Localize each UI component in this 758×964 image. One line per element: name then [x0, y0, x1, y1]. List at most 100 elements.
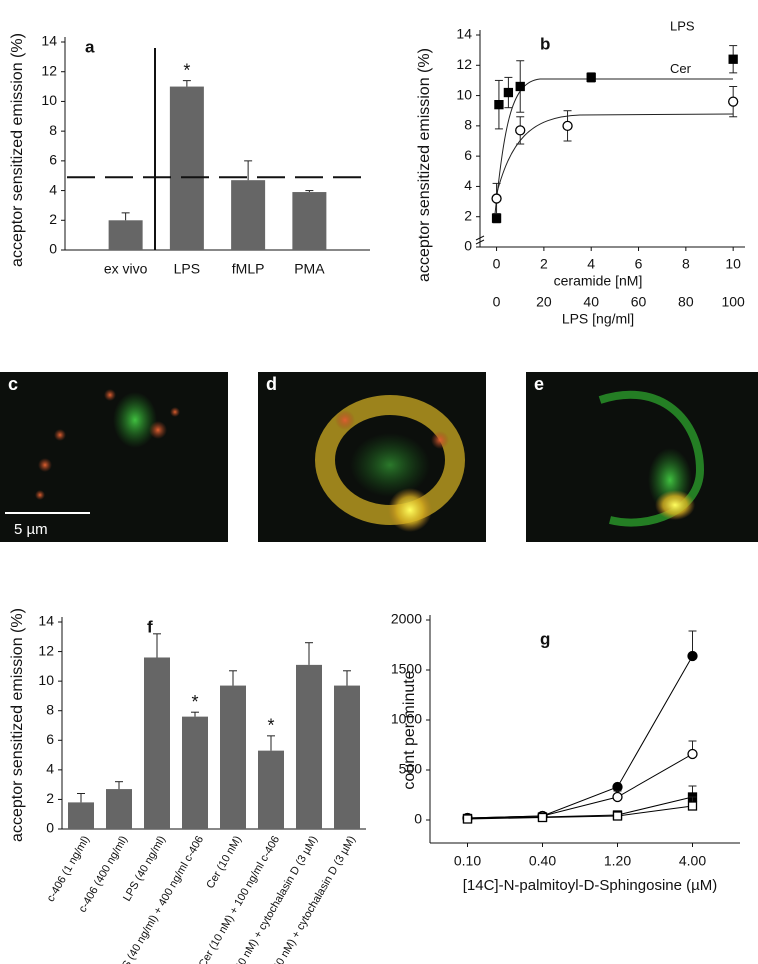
blob	[35, 490, 45, 500]
panel-label: f	[147, 617, 153, 636]
x-tick-label: 10	[725, 256, 741, 272]
series-line	[467, 655, 693, 819]
y-axis-label: count per minute	[401, 670, 418, 789]
marker	[687, 650, 698, 662]
y-tick-label: 4	[46, 761, 54, 777]
marker	[537, 812, 548, 823]
x2-tick-label: 0	[493, 294, 501, 310]
blob	[431, 431, 449, 449]
blob	[38, 458, 52, 472]
y-tick-label: 8	[49, 122, 57, 138]
x2-tick-label: 40	[583, 294, 599, 310]
marker	[515, 81, 525, 92]
blob	[149, 421, 167, 439]
y-tick-label: 2	[49, 211, 57, 227]
bar	[68, 802, 94, 829]
marker	[728, 96, 739, 107]
x2-axis-label: LPS [ng/ml]	[562, 311, 634, 327]
x-tick-label: LPS	[174, 261, 200, 277]
x2-tick-label: 80	[678, 294, 694, 310]
x-tick-label: ex vivo	[104, 261, 148, 277]
image-bg	[526, 372, 758, 542]
x-tick-label: 4	[587, 256, 595, 272]
x-tick-label: fMLP	[232, 261, 265, 277]
blob	[104, 389, 116, 401]
marker	[515, 125, 526, 136]
bar	[106, 789, 132, 829]
ring	[598, 390, 705, 527]
blob	[388, 488, 432, 532]
y-tick-label: 14	[41, 33, 57, 49]
x-tick-label: 1.20	[604, 853, 631, 869]
image-label: e	[534, 374, 544, 394]
y-tick-label: 1500	[391, 661, 422, 677]
blob	[350, 433, 430, 497]
y-tick-label: 4	[464, 177, 472, 193]
panel-label: a	[85, 37, 95, 56]
series-line	[467, 753, 693, 819]
x-tick-label: 0.40	[529, 853, 556, 869]
image-label: d	[266, 374, 277, 394]
fit-curve	[494, 78, 733, 215]
bar	[108, 220, 143, 250]
y-tick-label: 8	[464, 117, 472, 133]
image-label: c	[8, 374, 18, 394]
y-tick-label: 6	[464, 147, 472, 163]
blob	[335, 410, 355, 430]
bar	[296, 664, 322, 829]
annotation: *	[191, 692, 198, 712]
marker	[562, 120, 573, 132]
y-tick-label: 10	[38, 672, 54, 688]
y-tick-label: 1000	[391, 711, 422, 727]
x-tick-label: 2	[540, 256, 548, 272]
annotation: *	[267, 716, 274, 736]
x-tick-label: 6	[635, 256, 643, 272]
micrograph-d: d	[258, 372, 486, 542]
marker	[612, 781, 623, 793]
blob	[170, 407, 180, 417]
y-tick-label: 6	[49, 152, 57, 168]
y-tick-label: 0	[464, 238, 472, 254]
marker	[503, 87, 514, 98]
y-tick-label: 0	[49, 241, 57, 257]
y-tick-label: 10	[456, 86, 472, 102]
bar	[292, 192, 327, 250]
micrograph-c: 5 µm c	[0, 372, 228, 542]
bar	[334, 685, 360, 829]
y-tick-label: 2	[46, 790, 54, 806]
y-tick-label: 2000	[391, 611, 422, 627]
y-tick-label: 10	[41, 92, 57, 108]
marker	[612, 811, 623, 821]
marker	[728, 54, 738, 64]
y-tick-label: 14	[456, 26, 472, 42]
scale-bar-label: 5 µm	[14, 521, 48, 538]
y-tick-label: 2	[464, 207, 472, 223]
x-axis-label: ceramide [nM]	[554, 273, 643, 289]
marker	[491, 193, 502, 204]
bar	[169, 86, 204, 250]
fit-curve	[494, 113, 734, 201]
marker	[687, 801, 698, 811]
y-tick-label: 500	[399, 761, 423, 777]
y-axis-label: acceptor sensitized emission (%)	[9, 608, 26, 842]
x-tick-label: PMA	[294, 261, 325, 277]
marker	[491, 213, 502, 223]
y-tick-label: 0	[414, 811, 422, 827]
marker	[687, 748, 698, 760]
annotation: *	[183, 60, 190, 80]
series-line	[467, 796, 693, 819]
marker	[494, 100, 504, 110]
y-tick-label: 6	[46, 731, 54, 747]
y-tick-label: 8	[46, 701, 54, 717]
micrograph-e: e	[526, 372, 758, 542]
series-label: LPS	[670, 19, 695, 34]
x-tick-label: 0	[493, 256, 501, 272]
panel-label: b	[540, 34, 550, 53]
marker	[586, 72, 596, 83]
y-tick-label: 12	[38, 642, 54, 658]
y-tick-label: 12	[41, 62, 57, 78]
y-tick-label: 0	[46, 820, 54, 836]
y-axis-label: acceptor sensitized emission (%)	[9, 33, 26, 267]
x-tick-label: Cer (10 nM) + 100 ng/ml c-406	[197, 834, 282, 964]
marker	[612, 791, 623, 803]
